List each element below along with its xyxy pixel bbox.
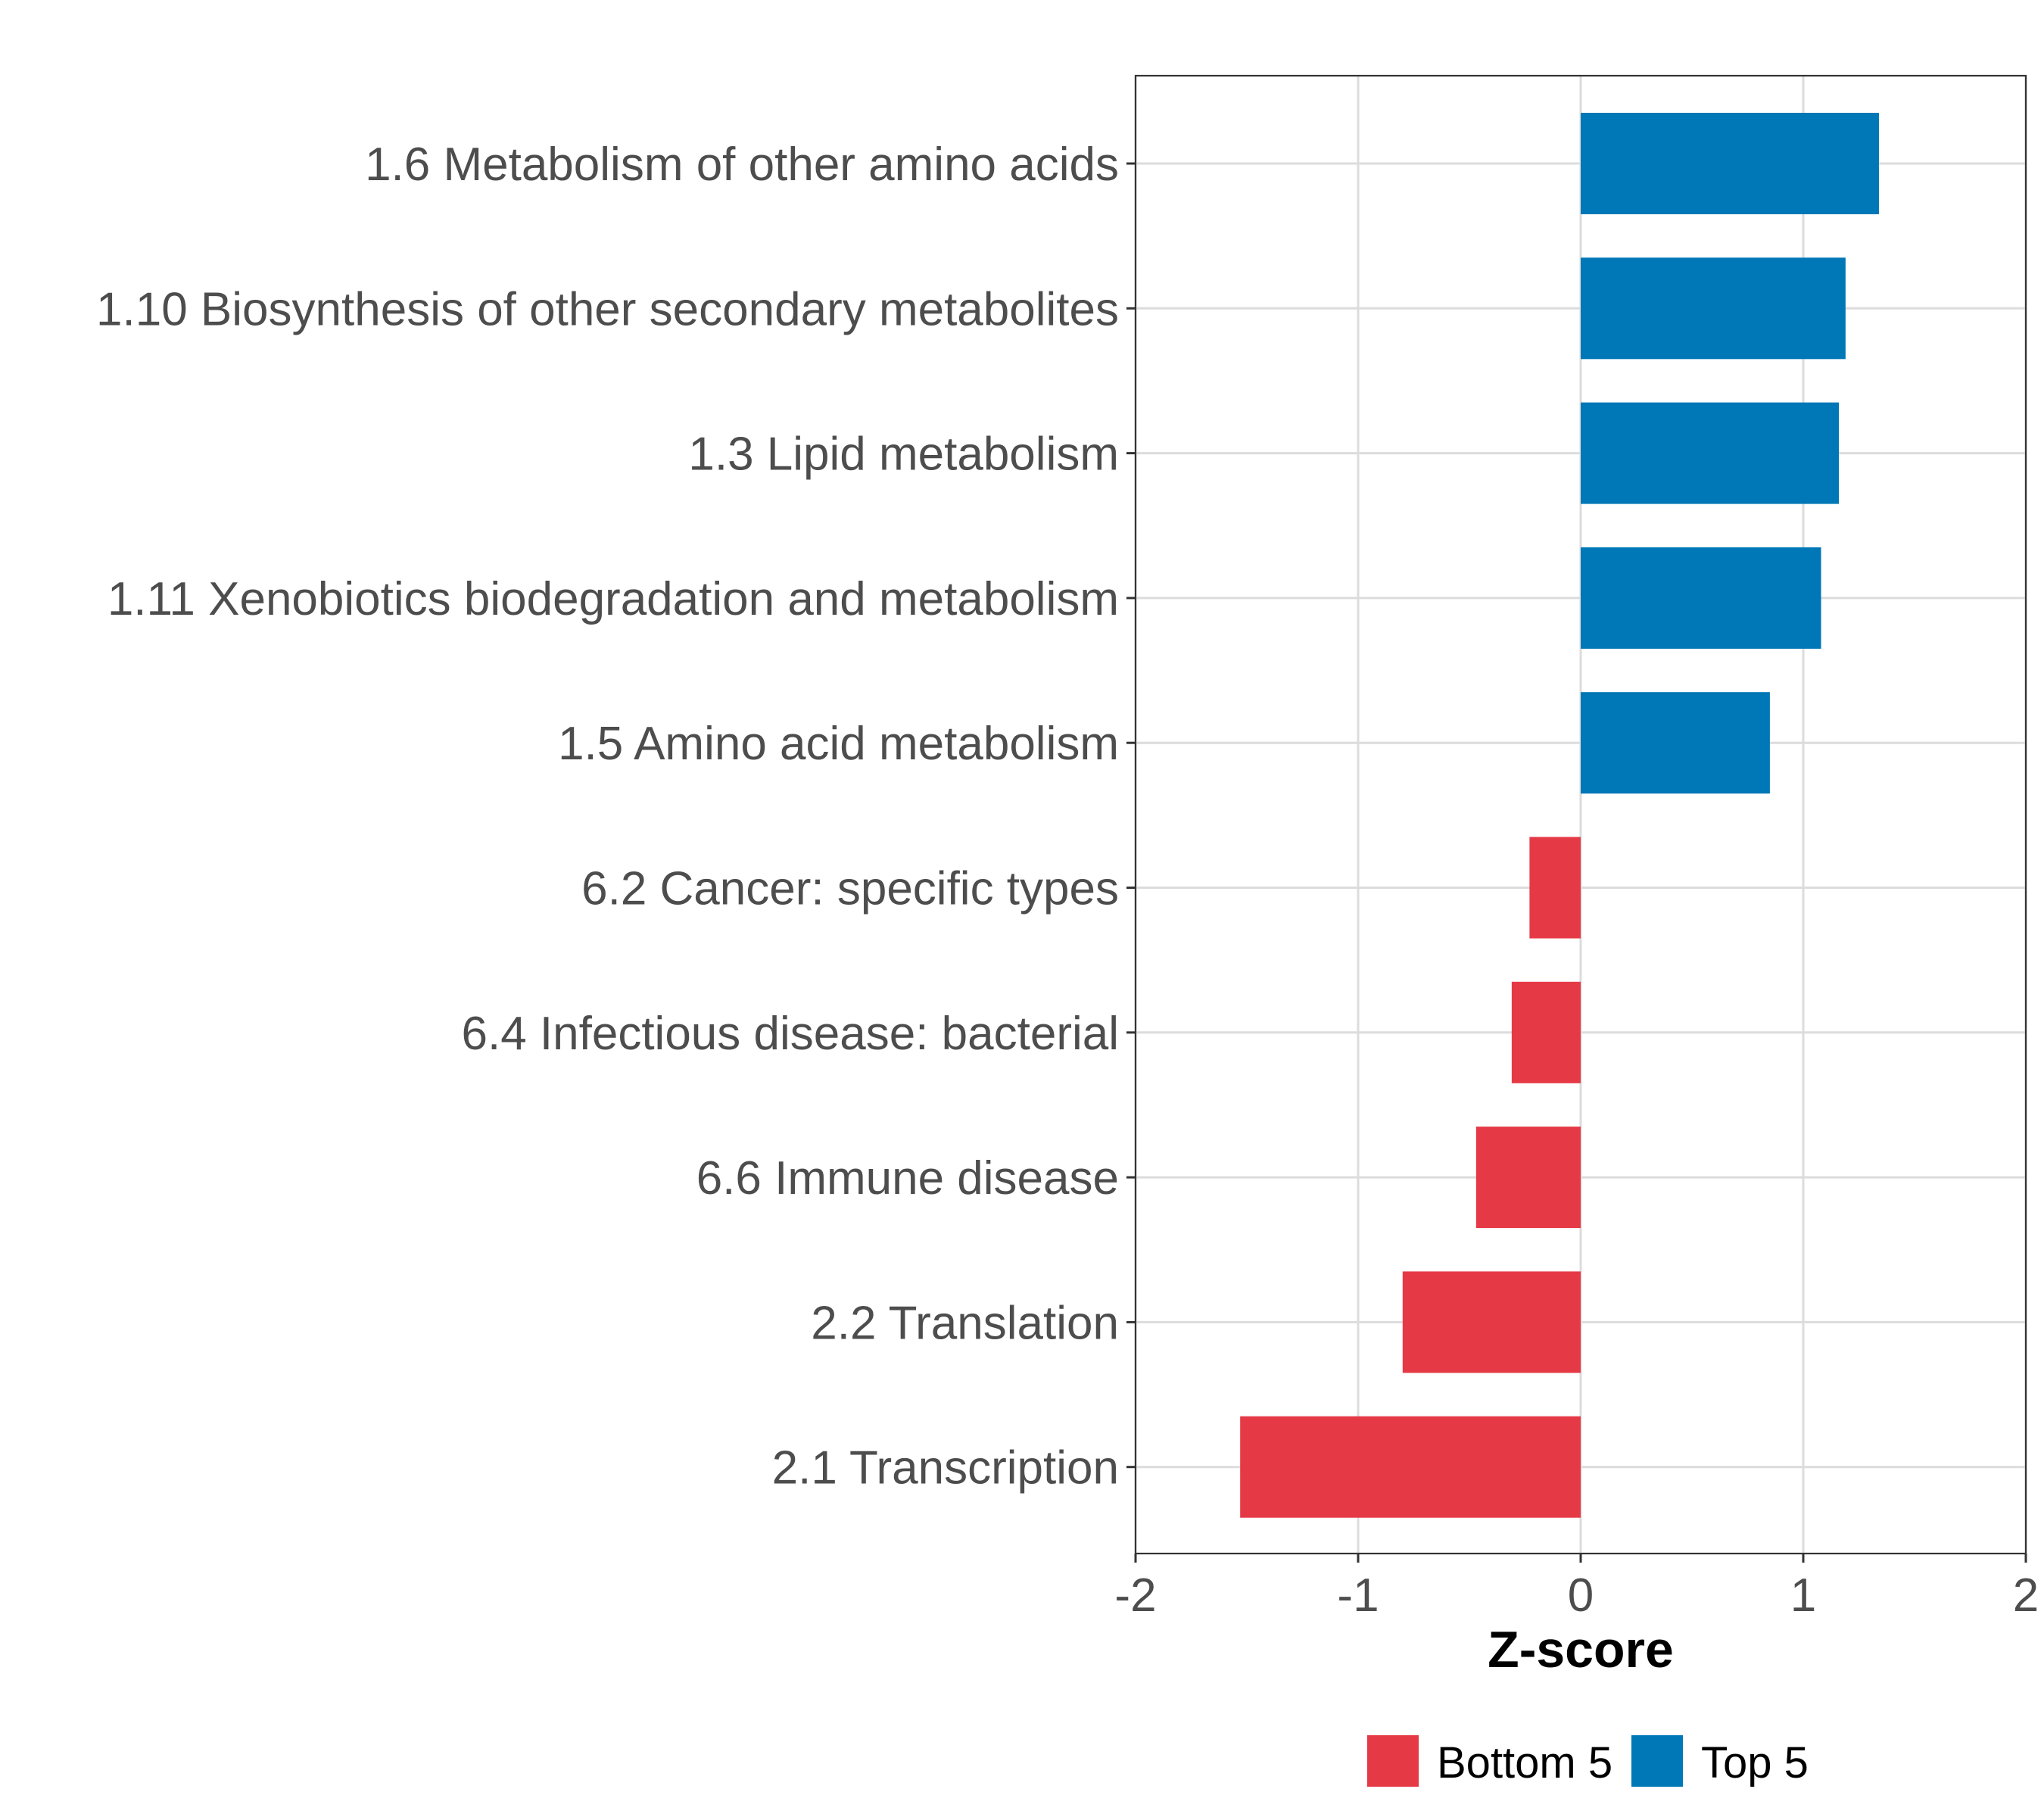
legend-swatch <box>1631 1735 1683 1787</box>
bar <box>1475 1127 1581 1229</box>
legend-swatch <box>1367 1735 1419 1787</box>
y-tick-label: 1.11 Xenobiotics biodegradation and meta… <box>107 573 1119 625</box>
y-tick-label: 1.10 Biosynthesis of other secondary met… <box>96 283 1119 335</box>
y-tick-label: 1.5 Amino acid metabolism <box>558 718 1119 770</box>
bars <box>1240 113 1879 1518</box>
legend-label: Bottom 5 <box>1437 1738 1612 1787</box>
legend: Bottom 5 Top 5 <box>1367 1735 1809 1787</box>
y-tick-label: 6.2 Cancer: specific types <box>581 863 1119 915</box>
legend-label: Top 5 <box>1701 1738 1809 1787</box>
bar <box>1511 981 1581 1083</box>
x-tick-label: 1 <box>1790 1569 1816 1622</box>
axes: 1.6 Metabolism of other amino acids 1.10 … <box>96 139 2039 1622</box>
x-tick-label: -2 <box>1114 1569 1156 1622</box>
x-tick-label: -1 <box>1337 1569 1379 1622</box>
bar <box>1240 1416 1581 1518</box>
x-axis-title: Z-score <box>1488 1621 1674 1678</box>
bar <box>1581 113 1879 214</box>
y-tick-label: 6.4 Infectious disease: bacterial <box>461 1008 1119 1060</box>
bar <box>1581 692 1770 794</box>
x-tick-label: 2 <box>2013 1569 2039 1622</box>
bar <box>1529 837 1581 939</box>
bar <box>1581 547 1821 649</box>
y-tick-label: 2.2 Translation <box>811 1297 1119 1349</box>
y-tick-label: 1.3 Lipid metabolism <box>688 429 1119 481</box>
bar <box>1581 402 1840 504</box>
y-tick-label: 2.1 Transcription <box>772 1442 1119 1494</box>
bar <box>1402 1271 1581 1373</box>
y-tick-label: 6.6 Immune disease <box>696 1152 1119 1205</box>
y-tick-label: 1.6 Metabolism of other amino acids <box>365 139 1119 191</box>
x-tick-label: 0 <box>1568 1569 1594 1622</box>
bar <box>1581 257 1846 360</box>
